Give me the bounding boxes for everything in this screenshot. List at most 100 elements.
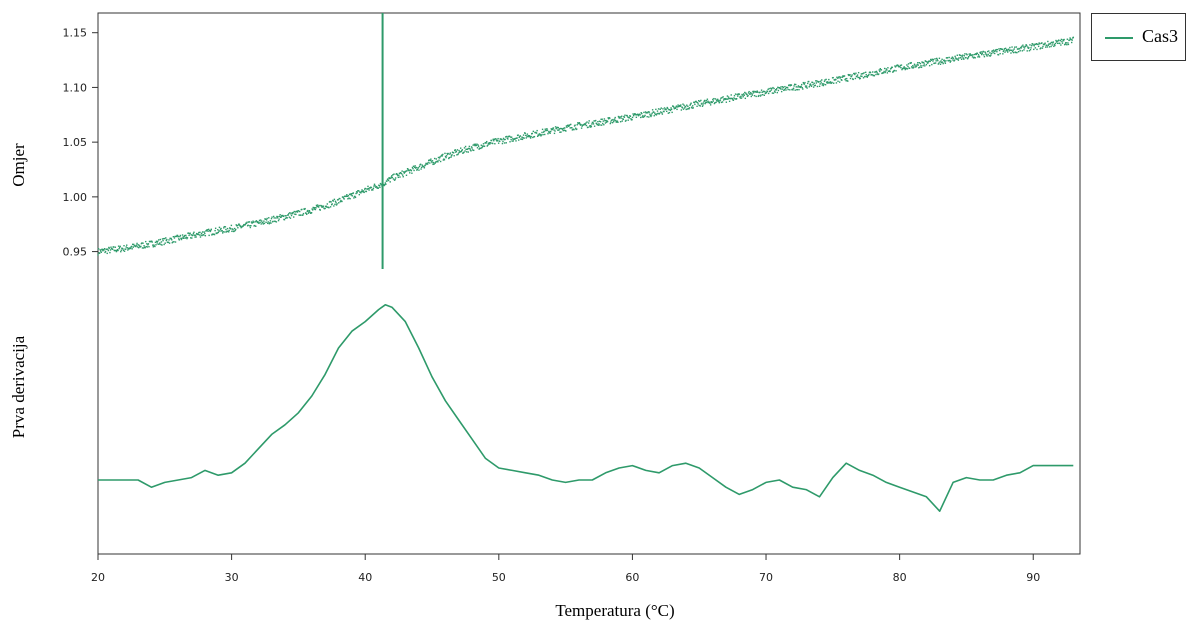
ratio-point [998, 48, 1000, 50]
ratio-point [616, 120, 619, 122]
ratio-point [783, 89, 786, 91]
ratio-point [553, 129, 555, 131]
ratio-point [463, 147, 466, 149]
ratio-point [426, 163, 429, 165]
ratio-point [325, 205, 327, 207]
ratio-point [565, 125, 568, 127]
ratio-point [811, 81, 814, 84]
ratio-point [272, 215, 275, 218]
ratio-point [604, 119, 606, 122]
ratio-point [822, 84, 825, 87]
ratio-point [774, 91, 776, 93]
ratio-point [756, 90, 758, 92]
ratio-point [912, 67, 915, 69]
ratio-point [198, 231, 200, 234]
ratio-point [268, 223, 271, 225]
ratio-point [947, 60, 950, 62]
ratio-point [866, 75, 868, 78]
ratio-point [137, 246, 140, 249]
ratio-point [296, 211, 299, 213]
ratio-point [469, 148, 471, 150]
ratio-point [612, 118, 614, 121]
ratio-point [902, 67, 905, 69]
ratio-point [865, 73, 867, 76]
ratio-point [1029, 48, 1032, 51]
ratio-point [710, 101, 712, 103]
ratio-point [828, 78, 830, 81]
ratio-point [525, 134, 527, 137]
ratio-point [540, 134, 543, 136]
ratio-point [107, 249, 110, 252]
ratio-point [565, 130, 567, 132]
ratio-point [250, 224, 252, 227]
ratio-point [960, 54, 962, 57]
ratio-point [1040, 47, 1042, 49]
ratio-point [802, 81, 805, 84]
ratio-point [100, 250, 102, 252]
ratio-point [1061, 42, 1064, 44]
ratio-point [1021, 50, 1024, 52]
ratio-point [217, 229, 219, 231]
ratio-point [135, 244, 138, 246]
ratio-point [137, 244, 139, 246]
ratio-point [516, 137, 518, 139]
ratio-point [252, 221, 255, 223]
ratio-point [379, 186, 381, 189]
ratio-point [429, 162, 431, 164]
ratio-point [123, 250, 126, 252]
ratio-point [459, 151, 461, 153]
ratio-point [860, 75, 862, 77]
ratio-point [521, 138, 524, 141]
ratio-point [859, 77, 861, 80]
ratio-point [397, 176, 400, 179]
ratio-point [461, 149, 464, 151]
ratio-point [899, 66, 901, 68]
ratio-point [730, 94, 732, 96]
ratio-point [814, 84, 816, 87]
ratio-point [934, 58, 936, 60]
ratio-point [629, 115, 632, 118]
ratio-point [349, 193, 352, 195]
ratio-point [1055, 39, 1057, 42]
ratio-point [734, 98, 736, 100]
ratio-point [423, 167, 426, 169]
ratio-point [775, 89, 777, 91]
ratio-point [703, 100, 705, 103]
ratio-point [356, 192, 358, 194]
ratio-point [926, 61, 928, 63]
ratio-point [747, 94, 749, 97]
ratio-point [444, 152, 446, 155]
ratio-point [979, 51, 981, 54]
ratio-point [965, 56, 967, 59]
ratio-point [718, 101, 720, 104]
ratio-point [722, 96, 724, 98]
ratio-point [536, 135, 539, 138]
ratio-point [806, 87, 808, 89]
ratio-point [507, 138, 509, 140]
ratio-point [428, 159, 430, 161]
ratio-point [348, 193, 351, 196]
ratio-point [403, 171, 405, 173]
ratio-point [456, 154, 458, 156]
ratio-point [682, 108, 685, 110]
ratio-point [331, 203, 333, 205]
ratio-point [313, 208, 316, 210]
ratio-point [757, 95, 760, 98]
ratio-point [304, 207, 306, 210]
ratio-point [1031, 43, 1034, 45]
ratio-point [372, 187, 375, 189]
ratio-point [580, 127, 583, 129]
ratio-point [104, 250, 107, 253]
ratio-point [1025, 44, 1027, 46]
ratio-point [377, 187, 379, 189]
ratio-point [183, 235, 185, 238]
ratio-point [656, 110, 659, 112]
ratio-point [107, 248, 109, 250]
ratio-point [129, 247, 132, 250]
ratio-point [999, 52, 1001, 55]
ratio-point [819, 80, 822, 82]
ratio-point [816, 80, 818, 82]
ratio-point [275, 221, 278, 223]
ratio-point [394, 177, 397, 179]
ratio-point [666, 106, 668, 109]
